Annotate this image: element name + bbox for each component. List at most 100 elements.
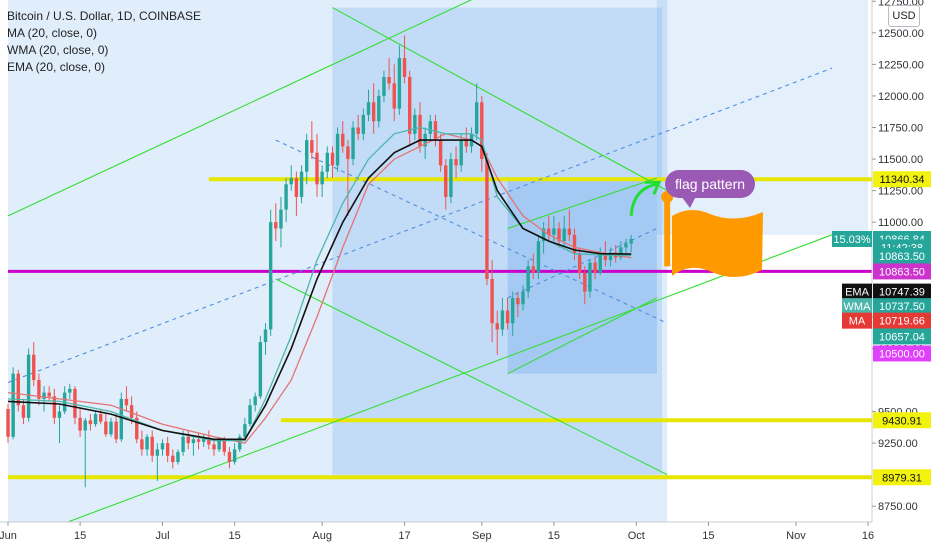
- candle-body: [387, 77, 391, 84]
- candle-body: [547, 228, 551, 235]
- candle-body: [284, 184, 288, 210]
- wedge-line: [275, 139, 668, 324]
- candle-body: [99, 414, 103, 422]
- candle-body: [83, 420, 87, 431]
- candle-body: [444, 165, 448, 197]
- indicator-tag: [842, 312, 872, 329]
- legend-ema: EMA (20, close, 0): [7, 60, 106, 74]
- chart-legend: Bitcoin / U.S. Dollar, 1D, COINBASE MA (…: [7, 8, 201, 76]
- candle-body: [541, 228, 546, 242]
- arrow-head: [644, 180, 662, 195]
- candle-body: [603, 253, 608, 261]
- candle-body: [16, 373, 20, 406]
- candle-body: [459, 140, 463, 166]
- x-tick-label: 17: [398, 530, 410, 542]
- candle-body: [274, 222, 278, 229]
- candle-body: [449, 159, 453, 197]
- x-tick-label: Jun: [0, 530, 17, 542]
- candle-body: [47, 392, 51, 397]
- candle-body: [165, 443, 170, 456]
- candle-body: [500, 310, 505, 330]
- flag-channel-line: [507, 177, 658, 230]
- candle-body: [490, 278, 494, 324]
- indicator-tag-label: EMA: [845, 287, 870, 299]
- candle-body: [253, 396, 257, 406]
- x-tick-label: Jul: [155, 530, 169, 542]
- candle-body: [325, 152, 329, 172]
- candle-body: [418, 114, 422, 147]
- y-tick-label: 11750.00: [878, 123, 923, 135]
- candle-body: [88, 420, 93, 425]
- candle-body: [57, 411, 62, 418]
- candle-body: [37, 379, 41, 399]
- price-badge: [873, 328, 931, 345]
- candle-body: [511, 297, 515, 324]
- candle-body: [495, 323, 499, 330]
- candle-body: [191, 439, 196, 444]
- y-tick-label: 8750.00: [878, 501, 918, 513]
- candle-body: [408, 77, 412, 134]
- candle-body: [335, 133, 340, 166]
- price-badge-label: 10737.50: [879, 301, 925, 313]
- candle-body: [351, 127, 355, 160]
- flag-pole: [664, 196, 671, 267]
- candle-body: [129, 405, 134, 418]
- candle-body: [196, 439, 201, 442]
- candle-body: [263, 329, 268, 343]
- y-tick-label: 12500.00: [878, 28, 924, 40]
- candle-body: [413, 114, 417, 134]
- wedge-line: [275, 278, 668, 476]
- candle-body: [294, 177, 299, 197]
- candle-body: [217, 439, 221, 450]
- candle-body: [227, 451, 232, 463]
- price-badge: [873, 469, 931, 486]
- candle-body: [279, 209, 283, 229]
- candle-body: [93, 414, 98, 425]
- candle-body: [21, 405, 26, 418]
- candle-body: [480, 102, 484, 160]
- candle-body: [629, 238, 633, 244]
- candle-body: [42, 392, 46, 399]
- price-badge-label: 9430.91: [882, 415, 922, 427]
- bubble-tail: [681, 196, 696, 208]
- price-badge: [873, 171, 931, 188]
- y-tick-label: 12250.00: [878, 59, 924, 71]
- candle-body: [124, 398, 129, 406]
- candle-body: [104, 421, 108, 435]
- candle-body: [583, 272, 587, 292]
- flag-cloth: [672, 209, 763, 278]
- indicator-tag-label: MA: [849, 316, 866, 328]
- candle-body: [305, 140, 309, 172]
- y-tick-label: 12750.00: [878, 0, 924, 8]
- candle-body: [248, 405, 252, 425]
- candle-body: [567, 228, 572, 235]
- candle-body: [557, 228, 561, 242]
- candle-body: [315, 152, 319, 185]
- candle-body: [552, 228, 556, 235]
- candle-body: [202, 438, 206, 442]
- candle-body: [356, 127, 360, 134]
- percent-badge: [832, 230, 872, 247]
- candle-body: [73, 388, 77, 418]
- candle-body: [114, 421, 118, 440]
- candle-body: [516, 297, 520, 305]
- y-tick-label: 9250.00: [878, 438, 918, 450]
- currency-button[interactable]: USD: [888, 5, 920, 27]
- candle-body: [485, 159, 489, 279]
- candle-body: [68, 388, 72, 393]
- candle-body: [258, 342, 263, 397]
- trend-channel-line: [7, 0, 473, 217]
- candle-body: [160, 443, 165, 450]
- candle-body: [289, 177, 293, 185]
- candle-body: [438, 140, 443, 166]
- candle-body: [32, 354, 36, 380]
- candle-body: [593, 262, 597, 273]
- candle-body: [222, 439, 226, 452]
- candle-body: [392, 83, 396, 109]
- candle-body: [52, 396, 57, 418]
- candle-body: [577, 253, 582, 273]
- candle-body: [11, 373, 15, 437]
- x-tick-label: Sep: [472, 530, 492, 542]
